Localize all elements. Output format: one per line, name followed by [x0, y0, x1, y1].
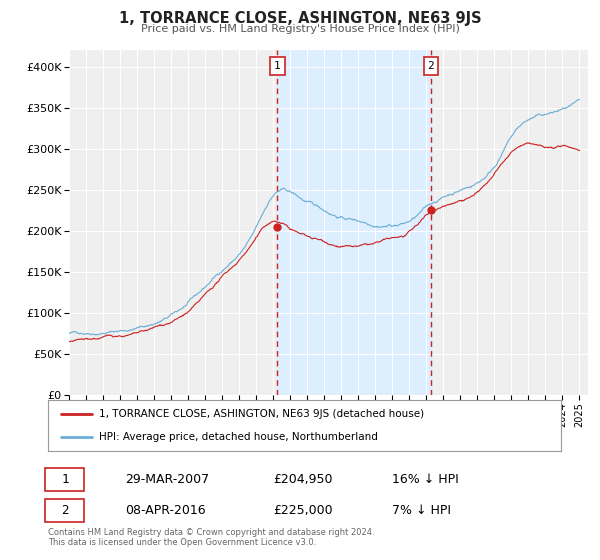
Text: This data is licensed under the Open Government Licence v3.0.: This data is licensed under the Open Gov… — [48, 538, 316, 547]
Text: £204,950: £204,950 — [274, 473, 333, 486]
Text: HPI: Average price, detached house, Northumberland: HPI: Average price, detached house, Nort… — [100, 432, 378, 442]
Text: £225,000: £225,000 — [274, 503, 334, 517]
Text: Contains HM Land Registry data © Crown copyright and database right 2024.: Contains HM Land Registry data © Crown c… — [48, 528, 374, 536]
Text: 7% ↓ HPI: 7% ↓ HPI — [392, 503, 451, 517]
FancyBboxPatch shape — [46, 468, 84, 491]
Text: 1: 1 — [274, 61, 281, 71]
Text: 1: 1 — [61, 473, 68, 486]
Text: 29-MAR-2007: 29-MAR-2007 — [125, 473, 209, 486]
Text: 08-APR-2016: 08-APR-2016 — [125, 503, 206, 517]
Text: 2: 2 — [428, 61, 434, 71]
Text: 1, TORRANCE CLOSE, ASHINGTON, NE63 9JS: 1, TORRANCE CLOSE, ASHINGTON, NE63 9JS — [119, 11, 481, 26]
Bar — [277, 50, 431, 395]
Text: Price paid vs. HM Land Registry's House Price Index (HPI): Price paid vs. HM Land Registry's House … — [140, 24, 460, 34]
FancyBboxPatch shape — [46, 498, 84, 522]
Text: 2: 2 — [61, 503, 68, 517]
Text: 1, TORRANCE CLOSE, ASHINGTON, NE63 9JS (detached house): 1, TORRANCE CLOSE, ASHINGTON, NE63 9JS (… — [100, 409, 424, 419]
Text: 16% ↓ HPI: 16% ↓ HPI — [392, 473, 458, 486]
